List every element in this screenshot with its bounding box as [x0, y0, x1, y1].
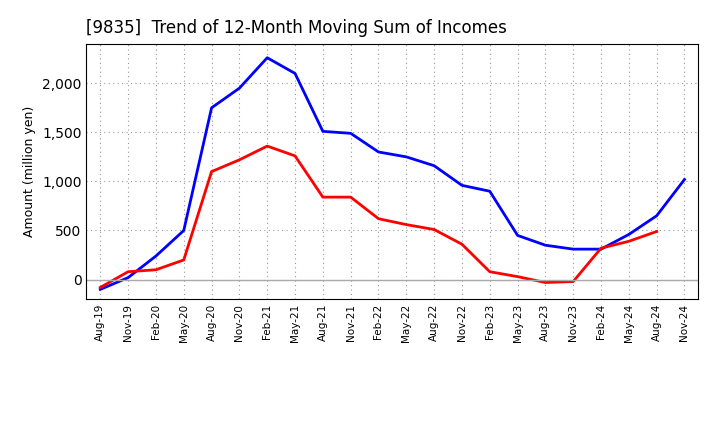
Net Income [291, 153, 300, 158]
Ordinary Income [485, 189, 494, 194]
Ordinary Income [402, 154, 410, 160]
Ordinary Income [652, 213, 661, 218]
Ordinary Income [597, 246, 606, 252]
Net Income [207, 169, 216, 174]
Ordinary Income [96, 287, 104, 292]
Net Income [652, 229, 661, 234]
Net Income [402, 222, 410, 227]
Ordinary Income [624, 232, 633, 237]
Line: Ordinary Income: Ordinary Income [100, 58, 685, 290]
Y-axis label: Amount (million yen): Amount (million yen) [24, 106, 37, 237]
Net Income [624, 238, 633, 244]
Ordinary Income [680, 177, 689, 182]
Ordinary Income [263, 55, 271, 60]
Net Income [430, 227, 438, 232]
Net Income [318, 194, 327, 200]
Net Income [513, 274, 522, 279]
Net Income [541, 280, 550, 285]
Net Income [346, 194, 355, 200]
Ordinary Income [569, 246, 577, 252]
Text: [9835]  Trend of 12-Month Moving Sum of Incomes: [9835] Trend of 12-Month Moving Sum of I… [86, 19, 508, 37]
Net Income [152, 267, 161, 272]
Ordinary Income [430, 163, 438, 169]
Legend: Ordinary Income, Net Income: Ordinary Income, Net Income [226, 439, 559, 440]
Net Income [485, 269, 494, 275]
Net Income [597, 246, 606, 251]
Ordinary Income [179, 228, 188, 233]
Net Income [235, 157, 243, 162]
Ordinary Income [152, 253, 161, 259]
Ordinary Income [458, 183, 467, 188]
Line: Net Income: Net Income [100, 146, 657, 287]
Ordinary Income [541, 242, 550, 248]
Net Income [458, 242, 467, 247]
Net Income [569, 279, 577, 284]
Ordinary Income [346, 131, 355, 136]
Ordinary Income [318, 129, 327, 134]
Ordinary Income [513, 233, 522, 238]
Ordinary Income [235, 85, 243, 91]
Ordinary Income [207, 105, 216, 110]
Net Income [374, 216, 383, 221]
Net Income [263, 143, 271, 149]
Ordinary Income [124, 275, 132, 280]
Net Income [179, 257, 188, 263]
Net Income [96, 285, 104, 290]
Ordinary Income [374, 149, 383, 154]
Ordinary Income [291, 71, 300, 76]
Net Income [124, 269, 132, 275]
